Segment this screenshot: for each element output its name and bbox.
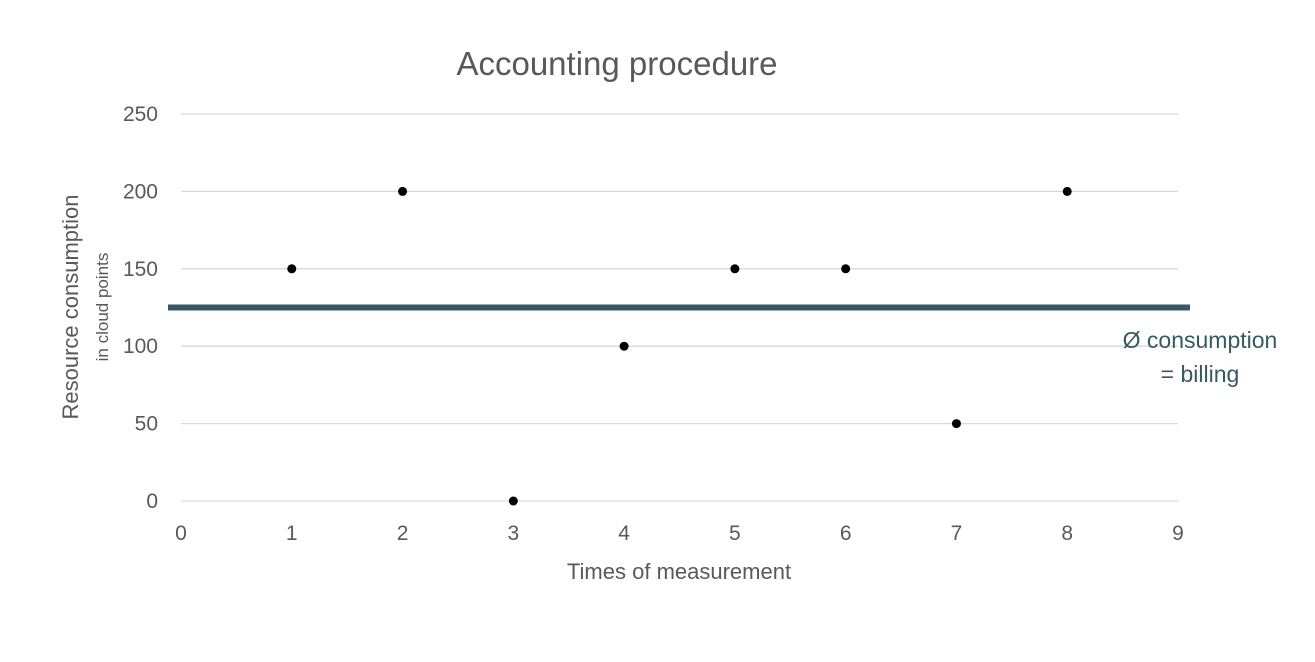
y-tick-label: 0 xyxy=(146,490,158,513)
data-point xyxy=(1062,186,1072,196)
x-tick-label: 8 xyxy=(1061,522,1073,545)
average-line-label-billing: = billing xyxy=(1161,361,1240,387)
y-axis-label: Resource consumption xyxy=(58,194,83,419)
x-axis-ticks: 0 1 2 3 4 5 6 7 8 9 xyxy=(175,522,1184,545)
data-point xyxy=(287,264,297,274)
y-tick-label: 100 xyxy=(123,335,158,358)
data-point xyxy=(398,186,408,196)
data-point xyxy=(730,264,740,274)
x-tick-label: 5 xyxy=(729,522,741,545)
average-line-label: Ø consumption xyxy=(1123,327,1278,353)
y-axis-sublabel: in cloud points xyxy=(93,253,112,362)
data-point xyxy=(841,264,851,274)
x-tick-label: 3 xyxy=(507,522,519,545)
x-tick-label: 0 xyxy=(175,522,187,545)
data-points xyxy=(287,186,1072,506)
data-point xyxy=(619,341,629,351)
y-tick-label: 50 xyxy=(135,413,158,436)
data-point xyxy=(508,496,518,506)
x-tick-label: 6 xyxy=(840,522,852,545)
x-tick-label: 7 xyxy=(951,522,963,545)
x-tick-label: 9 xyxy=(1172,522,1184,545)
x-tick-label: 4 xyxy=(618,522,630,545)
y-tick-label: 150 xyxy=(123,258,158,281)
x-axis-label: Times of measurement xyxy=(567,559,791,584)
y-tick-label: 250 xyxy=(123,103,158,126)
y-tick-label: 200 xyxy=(123,180,158,203)
x-tick-label: 2 xyxy=(397,522,409,545)
gridlines xyxy=(181,113,1178,502)
data-point xyxy=(951,419,961,429)
x-tick-label: 1 xyxy=(286,522,298,545)
chart-title: Accounting procedure xyxy=(456,45,777,82)
y-axis-ticks: 0 50 100 150 200 250 xyxy=(123,103,158,513)
